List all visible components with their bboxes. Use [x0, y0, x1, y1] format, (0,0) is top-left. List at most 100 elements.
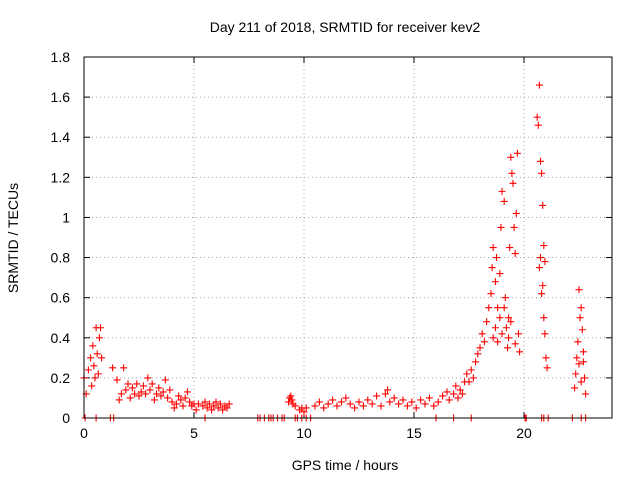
y-tick-label: 1 [62, 209, 70, 225]
data-point [510, 223, 518, 231]
data-point [538, 290, 546, 298]
data-point [417, 396, 425, 404]
data-point [540, 242, 548, 250]
data-point [425, 394, 433, 402]
data-point [384, 386, 392, 394]
data-point [84, 366, 92, 374]
data-point [582, 390, 590, 398]
data-point [148, 380, 156, 388]
data-point [491, 278, 499, 286]
data-point [575, 360, 583, 368]
data-point [199, 402, 207, 410]
data-point [201, 398, 209, 406]
data-point [496, 270, 504, 278]
data-point [540, 314, 548, 322]
data-point [494, 304, 502, 312]
data-point [488, 264, 496, 272]
data-point [381, 390, 389, 398]
data-point [368, 400, 376, 408]
data-point [501, 294, 509, 302]
data-point [399, 396, 407, 404]
data-point [153, 390, 161, 398]
data-point [113, 376, 121, 384]
data-point [576, 314, 584, 322]
data-point [346, 400, 354, 408]
y-tick-label: 1.8 [51, 49, 71, 65]
data-point [573, 354, 581, 362]
data-point [454, 394, 462, 402]
data-point [511, 250, 519, 258]
data-point [390, 394, 398, 402]
grid [84, 57, 612, 418]
data-point [483, 318, 491, 326]
data-point [538, 169, 546, 177]
data-point [505, 314, 513, 322]
x-tick-label: 10 [296, 425, 312, 441]
data-point [575, 286, 583, 294]
data-point [214, 404, 222, 412]
data-point [443, 388, 451, 396]
data-point [288, 396, 296, 404]
data-point [223, 404, 231, 412]
data-point [539, 282, 547, 290]
x-tick-label: 0 [80, 425, 88, 441]
data-point [497, 223, 505, 231]
data-point [122, 386, 130, 394]
data-point [179, 402, 187, 410]
data-point [500, 304, 508, 312]
data-point [139, 382, 147, 390]
x-tick-label: 5 [190, 425, 198, 441]
data-point [487, 290, 495, 298]
data-point [472, 358, 480, 366]
data-point [164, 394, 172, 402]
data-point [539, 201, 547, 209]
data-point [485, 304, 493, 312]
data-point [469, 374, 477, 382]
data-point [543, 364, 551, 372]
data-point [94, 370, 102, 378]
data-point [87, 354, 95, 362]
data-point [506, 244, 514, 252]
data-point [508, 169, 516, 177]
data-point [109, 364, 117, 372]
x-tick-label: 20 [516, 425, 532, 441]
data-point [534, 121, 542, 129]
y-axis-label: SRMTID / TECUs [5, 183, 21, 293]
data-point [502, 324, 510, 332]
data-point [511, 340, 519, 348]
data-point [205, 400, 213, 408]
data-point [333, 402, 341, 410]
data-points [80, 81, 590, 422]
y-tick-labels: 0 0.2 0.4 0.6 0.8 1 1.2 1.4 1.6 1.8 [51, 49, 71, 426]
data-point [463, 370, 471, 378]
data-point [512, 209, 520, 217]
data-point [300, 408, 308, 416]
y-tick-label: 0.2 [51, 370, 71, 386]
data-point [474, 350, 482, 358]
data-point [98, 354, 106, 362]
data-point [90, 362, 98, 370]
data-point [175, 392, 183, 400]
data-point [572, 370, 580, 378]
data-point [395, 400, 403, 408]
data-point [359, 402, 367, 410]
data-point [342, 394, 350, 402]
data-point [513, 149, 521, 157]
data-point [287, 392, 295, 400]
plot-frame [83, 56, 613, 419]
data-point [291, 402, 299, 410]
data-point [115, 396, 123, 404]
data-point [377, 402, 385, 410]
data-point [126, 394, 134, 402]
data-point [421, 400, 429, 408]
data-point [120, 364, 128, 372]
data-point [439, 392, 447, 400]
data-point [541, 258, 549, 266]
data-point [476, 344, 484, 352]
data-point [128, 384, 136, 392]
data-point [504, 344, 511, 352]
y-tick-label: 0.8 [51, 250, 71, 266]
x-tick-labels: 0 5 10 15 20 [80, 425, 532, 441]
data-point [95, 334, 103, 342]
